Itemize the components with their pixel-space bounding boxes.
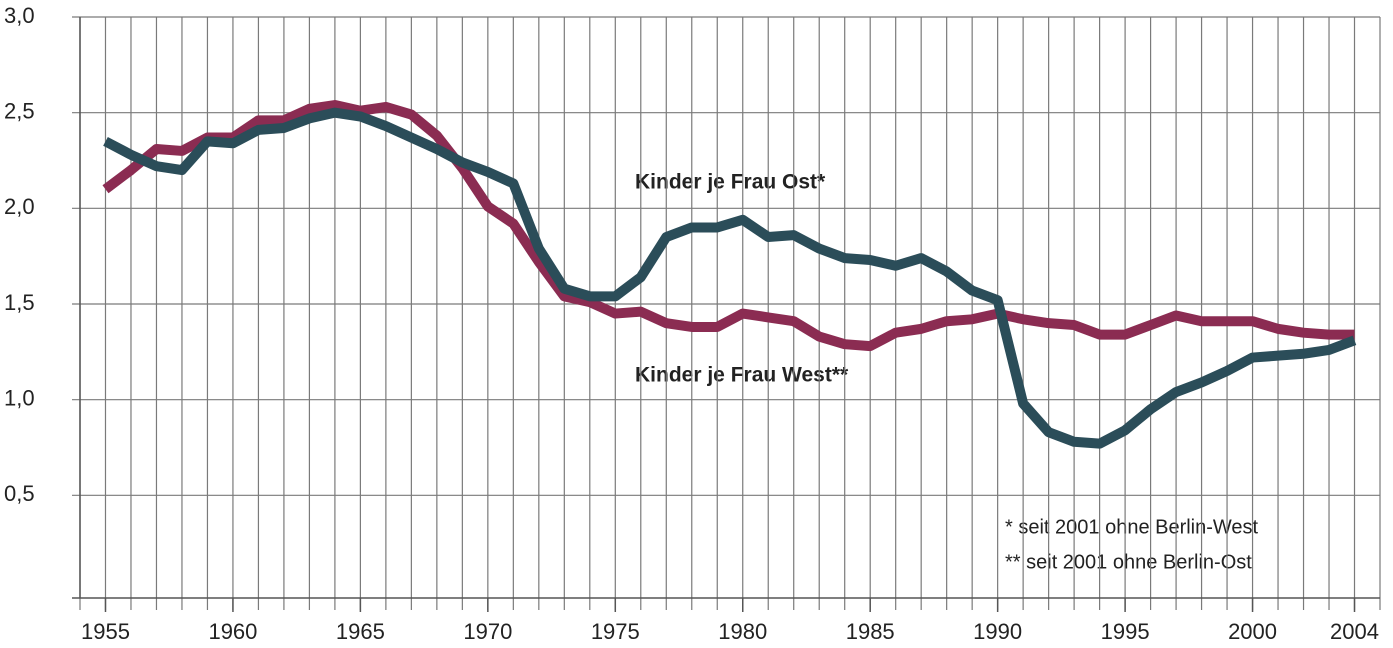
x-tick-label: 1960 — [208, 619, 257, 644]
y-tick-label: 3,0 — [4, 3, 35, 28]
x-tick-label: 1965 — [336, 619, 385, 644]
footnote: ** seit 2001 ohne Berlin-Ost — [1005, 551, 1252, 573]
y-tick-label: 2,5 — [4, 98, 35, 123]
x-tick-label: 1955 — [81, 619, 130, 644]
x-tick-label: 1990 — [973, 619, 1022, 644]
series-label: Kinder je Frau West** — [635, 364, 849, 387]
y-tick-label: 1,5 — [4, 290, 35, 315]
x-tick-label: 1970 — [463, 619, 512, 644]
series-line — [103, 107, 1357, 449]
footnote: * seit 2001 ohne Berlin-West — [1005, 516, 1259, 538]
x-tick-label: 1975 — [591, 619, 640, 644]
x-tick-label: 2000 — [1228, 619, 1277, 644]
x-tick-label: 1980 — [718, 619, 767, 644]
series-line — [102, 100, 1355, 352]
y-tick-label: 1,0 — [4, 385, 35, 410]
x-tick-label: 2004 — [1330, 619, 1379, 644]
x-tick-label: 1985 — [846, 619, 895, 644]
y-tick-label: 0,5 — [4, 481, 35, 506]
x-tick-label: 1995 — [1101, 619, 1150, 644]
series-label: Kinder je Frau Ost* — [635, 171, 826, 194]
y-tick-label: 2,0 — [4, 194, 35, 219]
